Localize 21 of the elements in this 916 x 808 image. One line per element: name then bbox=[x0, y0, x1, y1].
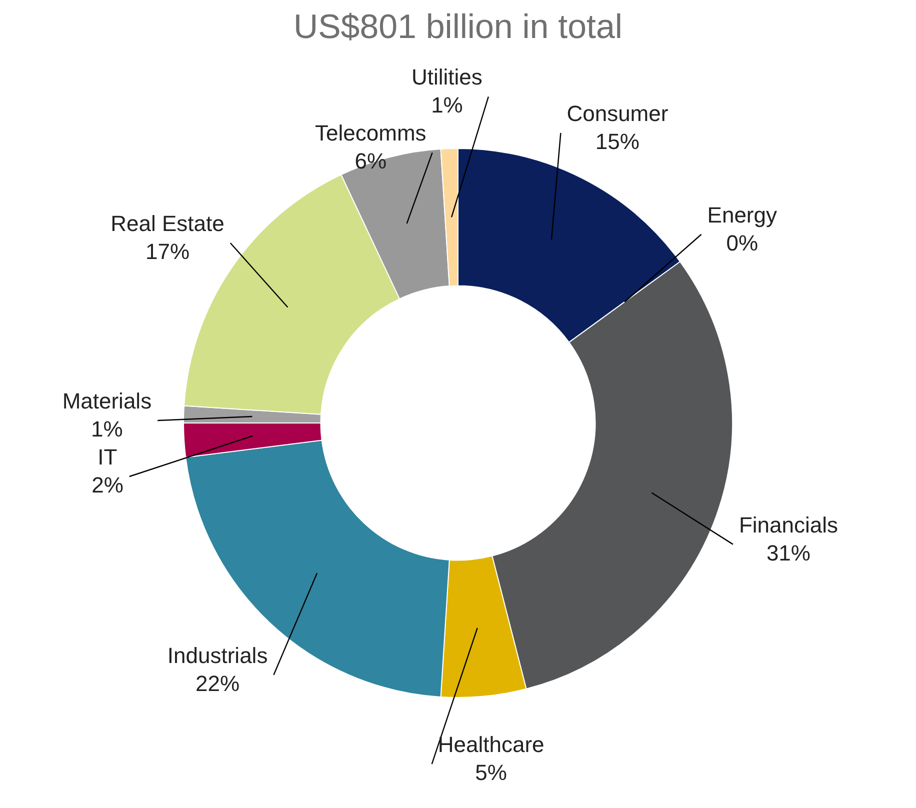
chart-title: US$801 billion in total bbox=[292, 8, 624, 48]
data-label: 31% bbox=[766, 540, 810, 566]
slice-label: Healthcare bbox=[438, 732, 544, 758]
slice-label: Real Estate bbox=[110, 210, 224, 236]
data-label: 1% bbox=[91, 416, 123, 442]
data-label: 15% bbox=[595, 128, 640, 154]
data-label: 1% bbox=[431, 92, 463, 118]
slice-label: Utilities bbox=[412, 64, 482, 90]
slice-label: Industrials bbox=[167, 642, 268, 668]
data-label: 22% bbox=[196, 670, 240, 696]
slice-label: Materials bbox=[62, 388, 152, 414]
slice-label: Telecomms bbox=[315, 120, 426, 146]
data-label: 6% bbox=[354, 148, 387, 174]
data-label: 17% bbox=[145, 238, 190, 264]
text: 0% bbox=[726, 230, 758, 256]
category-label: Energy bbox=[707, 202, 778, 228]
data-label: 5% bbox=[475, 760, 507, 786]
slice-label: Financials bbox=[738, 512, 838, 538]
slice-label: IT bbox=[98, 444, 118, 470]
data-label: 2% bbox=[92, 472, 124, 498]
slice-label: Consumer bbox=[566, 100, 668, 126]
